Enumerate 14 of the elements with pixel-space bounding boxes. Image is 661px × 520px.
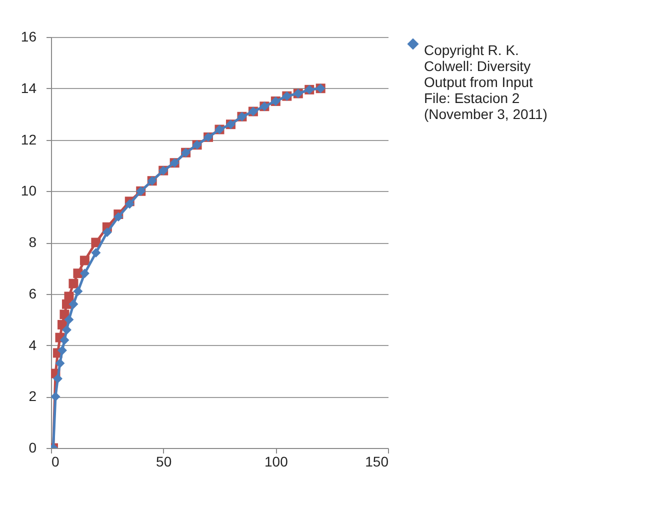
y-tick-label: 10 [20, 182, 37, 199]
y-tick-label: 0 [28, 440, 37, 456]
y-tick-label: 12 [20, 131, 37, 148]
y-tick-label: 2 [28, 388, 37, 404]
legend-label: Copyright R. K. Colwell: Diversity Output from Input File: Estacion 2 (November 3, 2011) [424, 42, 548, 122]
x-tick-label: 100 [264, 454, 288, 470]
y-tick-label: 16 [20, 28, 37, 44]
y-tick-label: 14 [20, 80, 37, 96]
x-tick-label: 0 [52, 454, 60, 470]
x-tick-label: 50 [156, 454, 172, 470]
y-tick-label: 4 [28, 336, 37, 353]
x-tick-label: 150 [365, 454, 389, 470]
y-tick-label: 8 [28, 234, 37, 250]
y-tick-label: 6 [28, 285, 37, 302]
